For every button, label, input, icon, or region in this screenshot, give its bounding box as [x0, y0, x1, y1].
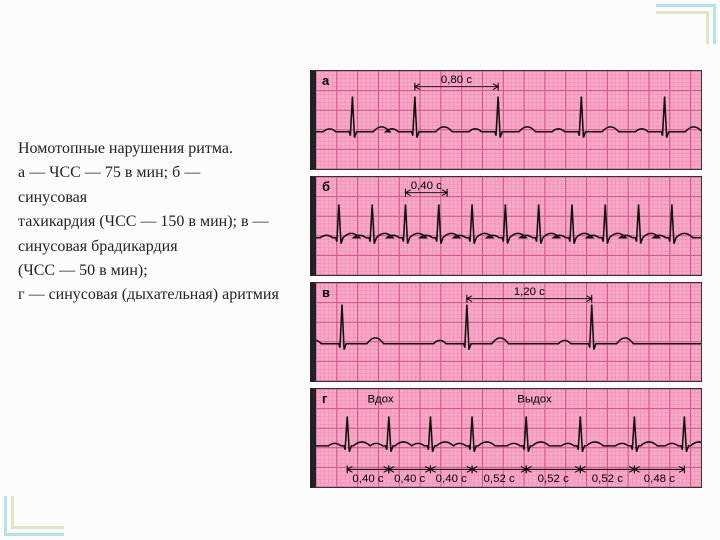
- ecg-column: а 0,80 с б 0,40 с в: [310, 20, 702, 525]
- svg-text:0,80 с: 0,80 с: [441, 74, 473, 86]
- caption-line: (ЧСС — 50 в мин);: [18, 260, 298, 282]
- strip-label: а: [322, 73, 329, 88]
- svg-text:1,20 с: 1,20 с: [514, 286, 546, 298]
- svg-text:0,40 с: 0,40 с: [394, 473, 426, 485]
- strip-label: б: [322, 179, 330, 194]
- ecg-strip-a: а 0,80 с: [310, 70, 702, 170]
- strip-label: в: [322, 285, 330, 300]
- svg-text:0,52 с: 0,52 с: [538, 473, 570, 485]
- caption-line: синусовая: [18, 187, 298, 209]
- svg-text:0,52 с: 0,52 с: [484, 473, 516, 485]
- caption-text: Номотопные нарушения ритма. а — ЧСС — 75…: [18, 20, 298, 525]
- strip-label: г: [322, 391, 327, 406]
- svg-text:0,40 с: 0,40 с: [352, 473, 384, 485]
- ecg-strip-b: б 0,40 с: [310, 176, 702, 276]
- caption-title: Номотопные нарушения ритма.: [18, 138, 298, 160]
- svg-text:Вдох: Вдох: [367, 394, 394, 406]
- svg-text:0,40 с: 0,40 с: [411, 180, 443, 192]
- svg-text:Выдох: Выдох: [517, 394, 552, 406]
- corner-decoration-top-right: [656, 4, 716, 44]
- caption-line: синусовая брадикардия: [18, 236, 298, 258]
- ecg-strip-g: г 0,40 с 0,40 с 0,40 с: [310, 388, 702, 488]
- caption-line: г — синусовая (дыхательная) аритмия: [18, 284, 298, 306]
- corner-decoration-bottom-left: [4, 496, 64, 536]
- slide: Номотопные нарушения ритма. а — ЧСС — 75…: [0, 0, 720, 540]
- caption-line: а — ЧСС — 75 в мин; б —: [18, 162, 298, 184]
- caption-line: тахикардия (ЧСС — 150 в мин); в —: [18, 211, 298, 233]
- svg-text:0,48 с: 0,48 с: [644, 473, 676, 485]
- ecg-strip-v: в 1,20 с: [310, 282, 702, 382]
- svg-text:0,52 с: 0,52 с: [592, 473, 624, 485]
- svg-text:0,40 с: 0,40 с: [436, 473, 468, 485]
